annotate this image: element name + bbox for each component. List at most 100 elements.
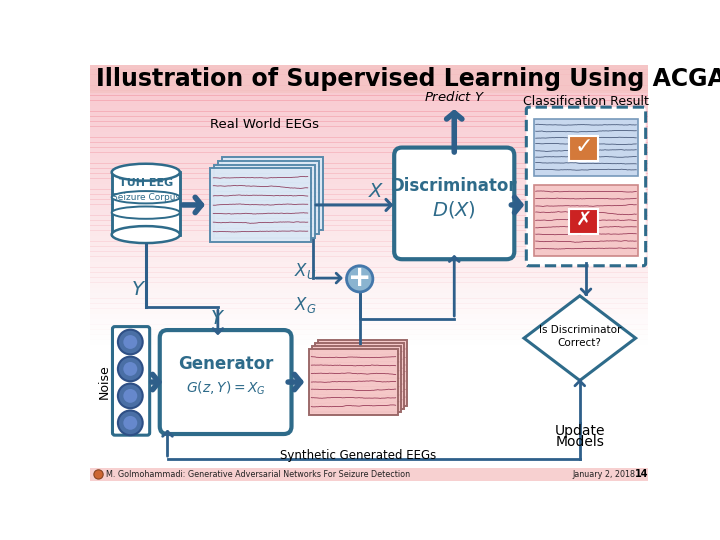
- Text: +: +: [348, 264, 372, 292]
- Bar: [90, 85, 648, 91]
- Bar: [90, 272, 648, 278]
- FancyBboxPatch shape: [160, 330, 292, 434]
- Bar: [90, 95, 648, 101]
- Text: Seizure Corpus: Seizure Corpus: [112, 193, 180, 202]
- Bar: [534, 119, 638, 177]
- Bar: [90, 464, 648, 470]
- Bar: [90, 277, 648, 283]
- Text: Classification Result: Classification Result: [523, 95, 649, 108]
- Bar: [90, 121, 648, 127]
- FancyBboxPatch shape: [526, 107, 646, 266]
- Ellipse shape: [112, 164, 180, 181]
- Bar: [90, 370, 648, 377]
- Bar: [90, 215, 648, 221]
- Bar: [90, 433, 648, 439]
- Text: $X_U$: $X_U$: [294, 261, 317, 281]
- Text: 14: 14: [635, 469, 648, 480]
- Bar: [569, 209, 598, 234]
- Bar: [90, 241, 648, 247]
- Bar: [315, 343, 404, 409]
- Bar: [90, 79, 648, 85]
- Bar: [218, 161, 319, 234]
- Bar: [90, 340, 648, 346]
- Bar: [90, 468, 648, 481]
- Bar: [90, 334, 648, 340]
- Bar: [90, 142, 648, 148]
- Bar: [90, 397, 648, 403]
- FancyBboxPatch shape: [394, 147, 514, 259]
- Bar: [90, 402, 648, 408]
- Text: Synthetic Generated EEGs: Synthetic Generated EEGs: [280, 449, 436, 462]
- Bar: [90, 132, 648, 138]
- Bar: [90, 282, 648, 288]
- Bar: [214, 165, 315, 238]
- Bar: [90, 231, 648, 237]
- Bar: [90, 308, 648, 314]
- Circle shape: [123, 416, 138, 430]
- Bar: [112, 172, 180, 234]
- Text: Illustration of Supervised Learning Using ACGAN: Illustration of Supervised Learning Usin…: [96, 68, 720, 91]
- Bar: [90, 100, 648, 106]
- Bar: [90, 267, 648, 273]
- Bar: [90, 106, 648, 112]
- Bar: [318, 340, 408, 406]
- Ellipse shape: [112, 191, 180, 204]
- Bar: [90, 350, 648, 356]
- Bar: [90, 65, 648, 93]
- Circle shape: [118, 356, 143, 381]
- Text: Discriminator: Discriminator: [391, 178, 518, 195]
- Bar: [90, 314, 648, 320]
- Bar: [90, 366, 648, 372]
- Circle shape: [123, 389, 138, 403]
- Circle shape: [94, 470, 103, 479]
- Text: $G(z,Y) = X_G$: $G(z,Y) = X_G$: [186, 380, 266, 397]
- Ellipse shape: [112, 206, 180, 219]
- Text: Noise: Noise: [97, 364, 110, 400]
- Circle shape: [346, 266, 373, 292]
- Bar: [90, 443, 648, 449]
- Text: Models: Models: [555, 435, 604, 449]
- Bar: [90, 475, 648, 481]
- Bar: [90, 345, 648, 350]
- Bar: [90, 246, 648, 252]
- Text: ✓: ✓: [575, 137, 593, 157]
- Bar: [90, 116, 648, 122]
- Text: Real World EEGs: Real World EEGs: [210, 118, 319, 131]
- Bar: [90, 158, 648, 164]
- Text: M. Golmohammadi: Generative Adversarial Networks For Seizure Detection: M. Golmohammadi: Generative Adversarial …: [107, 470, 410, 479]
- Bar: [90, 324, 648, 330]
- Bar: [222, 157, 323, 230]
- Circle shape: [118, 383, 143, 408]
- Bar: [90, 225, 648, 231]
- Bar: [90, 256, 648, 262]
- Bar: [90, 194, 648, 200]
- Bar: [210, 168, 311, 241]
- Circle shape: [118, 330, 143, 354]
- Bar: [90, 417, 648, 423]
- Bar: [90, 220, 648, 226]
- Text: $X$: $X$: [369, 183, 385, 201]
- Bar: [90, 449, 648, 455]
- Bar: [90, 469, 648, 475]
- Bar: [90, 178, 648, 184]
- Text: Correct?: Correct?: [558, 338, 602, 348]
- Bar: [90, 235, 648, 241]
- Bar: [90, 376, 648, 382]
- Bar: [90, 210, 648, 215]
- Bar: [90, 412, 648, 418]
- Bar: [90, 392, 648, 397]
- Text: $X_G$: $X_G$: [294, 295, 317, 315]
- Bar: [90, 355, 648, 361]
- Text: Is Discriminator: Is Discriminator: [539, 326, 621, 335]
- Bar: [534, 185, 638, 256]
- Bar: [90, 152, 648, 158]
- Bar: [312, 346, 401, 411]
- Text: ✗: ✗: [575, 211, 592, 230]
- Bar: [90, 386, 648, 392]
- Bar: [90, 90, 648, 96]
- Bar: [90, 329, 648, 335]
- FancyBboxPatch shape: [112, 327, 150, 435]
- Text: TUH EEG: TUH EEG: [119, 178, 173, 188]
- Bar: [90, 459, 648, 465]
- Bar: [90, 423, 648, 429]
